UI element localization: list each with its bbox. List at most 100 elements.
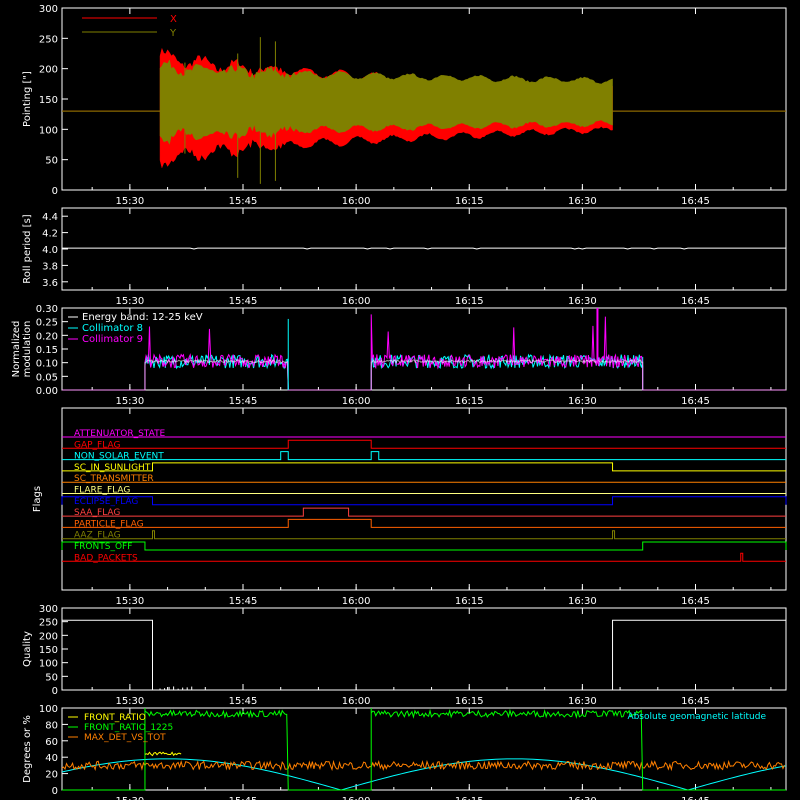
flag-line xyxy=(62,462,786,472)
x-tick-label: 16:30 xyxy=(568,396,597,407)
x-tick-label: 16:15 xyxy=(455,596,484,607)
x-tick-label: 16:15 xyxy=(455,296,484,307)
x-tick-label: 16:15 xyxy=(455,396,484,407)
legend-label: FRONT_RATIO xyxy=(84,713,146,723)
x-tick-label: 16:45 xyxy=(681,596,710,607)
plot-frame xyxy=(61,707,787,791)
x-tick-label: 16:45 xyxy=(681,796,710,800)
flag-label: NON_SOLAR_EVENT xyxy=(74,452,164,462)
y-tick-label: 0.30 xyxy=(36,304,58,315)
flag-label: FRONTS_OFF xyxy=(74,542,132,552)
y-tick-label: 250 xyxy=(39,34,58,45)
flag-line xyxy=(62,518,786,528)
x-tick-label: 16:45 xyxy=(681,696,710,707)
modulation-series-1 xyxy=(62,314,786,391)
x-tick-label: 16:30 xyxy=(568,796,597,800)
y-tick-label: 150 xyxy=(39,95,58,106)
y-tick-label: 100 xyxy=(39,125,58,136)
x-tick-label: 15:30 xyxy=(115,596,144,607)
y-tick-label: 0.10 xyxy=(36,359,58,370)
modulation-series-2 xyxy=(62,358,786,391)
legend-label: Energy band: 12-25 keV xyxy=(82,312,203,323)
flag-label: ATTENUATOR_STATE xyxy=(74,429,166,439)
x-tick-label: 15:45 xyxy=(229,596,258,607)
y-tick-label: 0 xyxy=(52,786,58,797)
roll-period-line xyxy=(62,247,786,250)
max-det-vs-tot-line xyxy=(61,759,785,772)
y-tick-label: 0.05 xyxy=(36,372,58,383)
x-tick-label: 16:30 xyxy=(568,196,597,207)
flag-label: GAP_FLAG xyxy=(74,440,120,450)
flag-label: SC_TRANSMITTER xyxy=(74,474,154,484)
front-ratio-1225-line xyxy=(62,708,786,791)
ratios-panel: 15:30 15:45 16:00 16:15 16:30 16:45 0 20 40 60 80 1… xyxy=(22,704,787,800)
x-tick-label: 16:00 xyxy=(342,596,371,607)
x-tick-label: 16:45 xyxy=(681,396,710,407)
x-tick-label: 16:30 xyxy=(568,696,597,707)
y-tick-label: 20 xyxy=(45,770,58,781)
x-tick-label: 16:30 xyxy=(568,596,597,607)
y-tick-label: 300 xyxy=(39,4,58,15)
y-tick-label: 100 xyxy=(39,659,58,670)
y-axis-label: Degrees or % xyxy=(22,715,33,783)
y-tick-label: 200 xyxy=(39,65,58,76)
geomagnetic-latitude-line xyxy=(61,758,787,791)
flag-label: BAD_PACKETS xyxy=(74,553,138,563)
x-tick-label: 16:00 xyxy=(342,696,371,707)
legend-label: Collimator 8 xyxy=(82,323,143,334)
x-tick-label: 16:00 xyxy=(342,796,371,800)
flag-label: AAZ_FLAG xyxy=(74,531,121,541)
x-tick-label: 16:15 xyxy=(455,796,484,800)
y-tick-label: 0.25 xyxy=(36,318,58,329)
flag-line xyxy=(62,552,786,562)
y-tick-label: 80 xyxy=(45,720,58,731)
y-axis-label: Quality xyxy=(22,631,33,667)
x-tick-label: 15:45 xyxy=(229,296,258,307)
quality-panel: 15:30 15:45 16:00 16:15 16:30 16:45 0 50 100 150 2… xyxy=(22,604,787,707)
y-axis-label: Normalized xyxy=(11,321,22,378)
x-tick-label: 16:00 xyxy=(342,196,371,207)
flag-label: PARTICLE_FLAG xyxy=(74,519,144,529)
y-tick-label: 0 xyxy=(52,686,58,697)
x-tick-label: 15:45 xyxy=(229,396,258,407)
y-tick-label: 250 xyxy=(39,618,58,629)
x-tick-label: 16:45 xyxy=(681,196,710,207)
y-tick-label: 0.20 xyxy=(36,331,58,342)
y-tick-label: 0.15 xyxy=(36,345,58,356)
flag-line xyxy=(61,541,787,551)
x-tick-label: 16:00 xyxy=(342,396,371,407)
front-ratio-line xyxy=(144,751,182,757)
y-axis-label: Pointing ["] xyxy=(22,71,33,127)
flag-label: SAA_FLAG xyxy=(74,508,120,518)
x-tick-label: 15:30 xyxy=(115,796,144,800)
legend-label: FRONT_RATIO_1225 xyxy=(84,723,173,733)
x-tick-label: 15:30 xyxy=(115,396,144,407)
x-tick-label: 16:30 xyxy=(568,296,597,307)
y-tick-label: 200 xyxy=(39,631,58,642)
y-tick-label: 40 xyxy=(45,753,58,764)
modulation-panel: 15:30 15:45 16:00 16:15 16:30 16:45 0.00 0.05 0.… xyxy=(11,304,787,407)
y-tick-label: 300 xyxy=(39,604,58,615)
y-axis-label: Roll period [s] xyxy=(22,214,33,283)
legend-label-X: X xyxy=(170,14,177,25)
x-tick-label: 15:45 xyxy=(229,696,258,707)
flag-line xyxy=(62,507,786,517)
series-Y-band xyxy=(159,59,613,145)
flag-line xyxy=(62,439,786,449)
pointing-panel: 15:30 15:45 16:00 16:15 16:30 16:45 0 50 100 150 2… xyxy=(22,4,787,207)
y-tick-label: 0.00 xyxy=(36,386,58,397)
y-tick-label: 4.0 xyxy=(42,245,58,256)
flag-label: ECLIPSE_FLAG xyxy=(74,497,138,507)
y-tick-label: 50 xyxy=(45,672,58,683)
quality-line xyxy=(62,619,786,691)
y-axis-label: modulation xyxy=(22,321,33,378)
flag-line xyxy=(62,451,786,461)
x-tick-label: 15:30 xyxy=(115,196,144,207)
roll-period-panel: 15:30 15:45 16:00 16:15 16:30 16:45 3.6 3.8 4.0 4… xyxy=(22,207,787,307)
x-tick-label: 16:15 xyxy=(455,196,484,207)
legend-label: MAX_DET_VS_TOT xyxy=(84,733,166,743)
y-tick-label: 3.6 xyxy=(42,278,58,289)
flag-label: FLARE_FLAG xyxy=(74,486,130,496)
legend-label-Y: Y xyxy=(169,28,177,39)
